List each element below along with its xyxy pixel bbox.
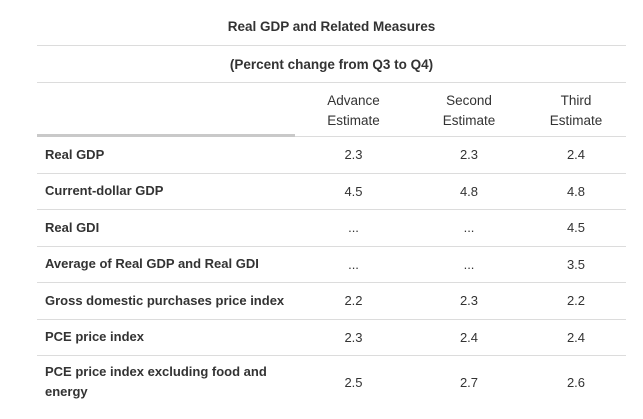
row-label: Current-dollar GDP <box>45 183 164 199</box>
cell-second: ... <box>463 220 475 236</box>
table-subtitle: (Percent change from Q3 to Q4) <box>37 46 626 83</box>
column-header-third: Third Estimate <box>526 83 626 137</box>
row-label: PCE price index <box>45 329 144 345</box>
cell-third: 2.6 <box>566 374 586 390</box>
table-title: Real GDP and Related Measures <box>37 8 626 46</box>
table-row: Real GDP 2.3 2.3 2.4 <box>37 137 626 174</box>
table-row: Gross domestic purchases price index 2.2… <box>37 283 626 320</box>
cell-second: 2.7 <box>459 374 479 390</box>
gdp-table: Real GDP and Related Measures (Percent c… <box>37 8 626 408</box>
cell-advance: 2.3 <box>344 329 363 345</box>
column-header-line1: Third <box>560 93 592 108</box>
column-header-line1: Second <box>446 93 492 108</box>
cell-third: 4.5 <box>566 220 586 236</box>
cell-advance: 2.2 <box>344 293 363 309</box>
cell-second: 4.8 <box>459 183 479 199</box>
cell-advance: ... <box>348 256 359 272</box>
row-label: Real GDP <box>45 146 105 162</box>
row-label: Average of Real GDP and Real GDI <box>45 256 259 272</box>
row-label: Gross domestic purchases price index <box>45 292 285 308</box>
cell-second: 2.3 <box>459 147 479 163</box>
column-header-row: Advance Estimate Second Estimate Third E… <box>37 83 626 137</box>
cell-third: 2.4 <box>566 147 586 163</box>
row-label: Real GDI <box>45 219 100 235</box>
table-row: Current-dollar GDP 4.5 4.8 4.8 <box>37 174 626 210</box>
cell-advance: ... <box>348 220 359 236</box>
cell-advance: 2.5 <box>344 374 363 390</box>
column-header-second: Second Estimate <box>412 83 526 137</box>
table-row: PCE price index excluding food and energ… <box>37 356 626 408</box>
row-label: PCE price index excluding food and energ… <box>45 364 267 399</box>
cell-second: 2.4 <box>459 329 479 345</box>
cell-second: 2.3 <box>459 293 479 309</box>
cell-advance: 4.5 <box>344 183 363 199</box>
column-header-line2: Estimate <box>442 113 496 128</box>
cell-advance: 2.3 <box>344 147 363 163</box>
table-row: Average of Real GDP and Real GDI ... ...… <box>37 247 626 283</box>
column-header-advance: Advance Estimate <box>295 83 412 137</box>
cell-third: 2.4 <box>566 329 586 345</box>
table-row: PCE price index 2.3 2.4 2.4 <box>37 320 626 356</box>
column-header-line1: Advance <box>327 93 380 108</box>
cell-third: 4.8 <box>566 183 586 199</box>
table-row: Real GDI ... ... 4.5 <box>37 210 626 247</box>
header-label-spacer <box>37 83 295 137</box>
cell-second: ... <box>463 256 475 272</box>
column-header-line2: Estimate <box>327 113 380 128</box>
cell-third: 3.5 <box>566 256 586 272</box>
column-header-line2: Estimate <box>549 113 603 128</box>
cell-third: 2.2 <box>566 293 586 309</box>
